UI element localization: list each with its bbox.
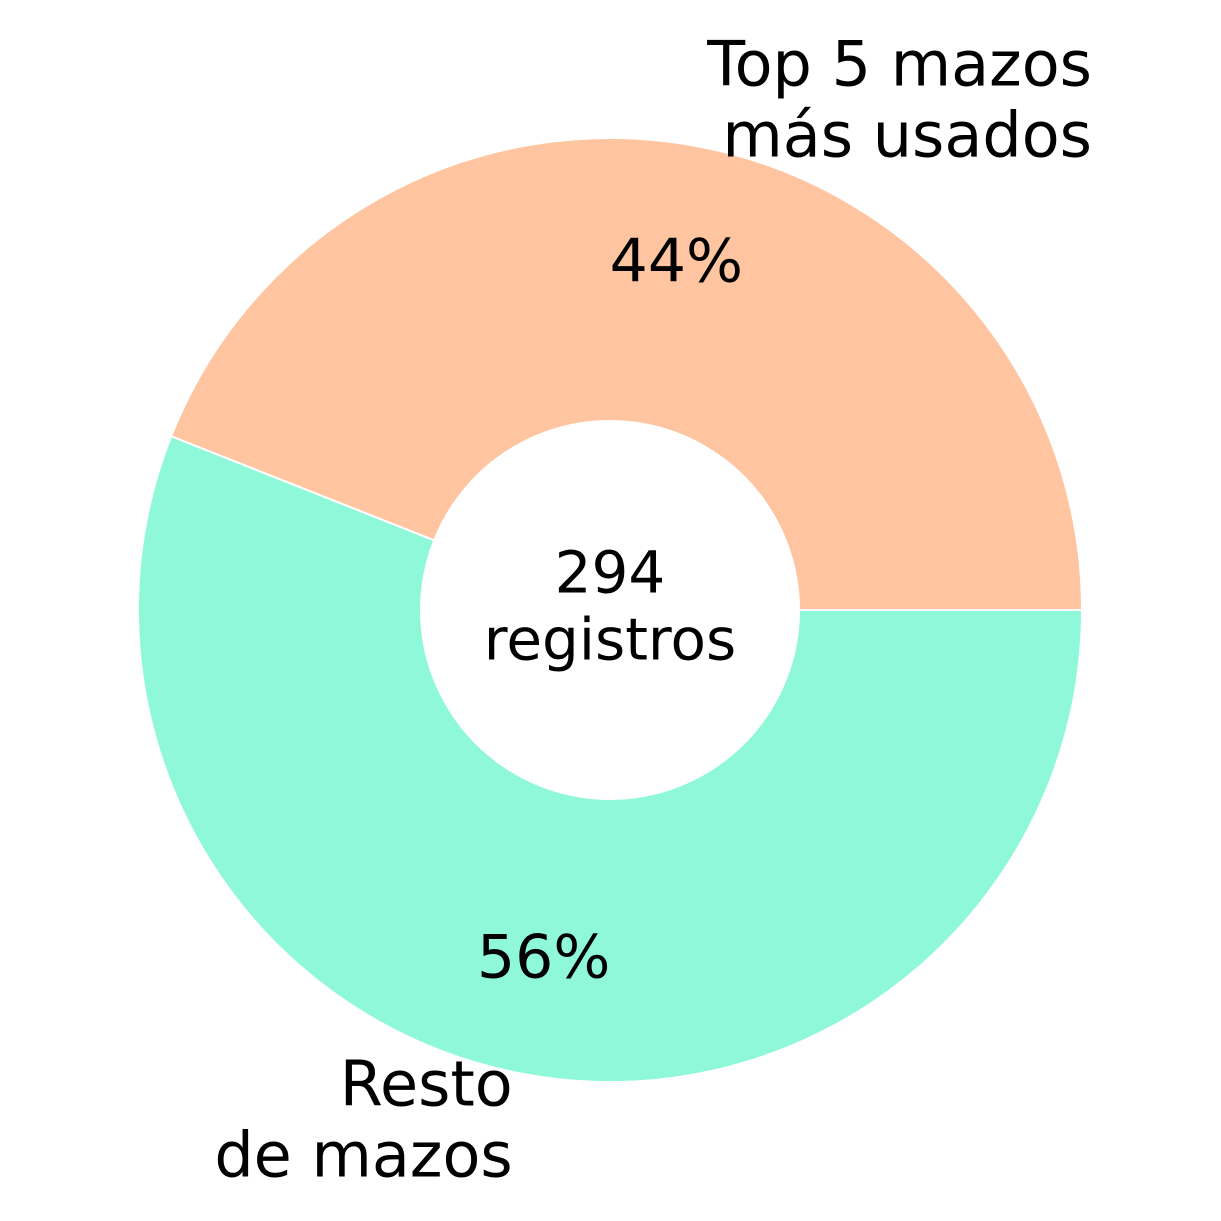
donut-wedge — [169, 137, 1084, 611]
percent-label: 56% — [476, 922, 611, 993]
category-label: Top 5 mazos más usados — [707, 27, 1092, 172]
donut-wedge — [137, 434, 1084, 1083]
category-label: Resto de mazos — [214, 1047, 513, 1192]
percent-label: 44% — [609, 226, 744, 297]
center-label: 294 registros — [483, 538, 737, 673]
